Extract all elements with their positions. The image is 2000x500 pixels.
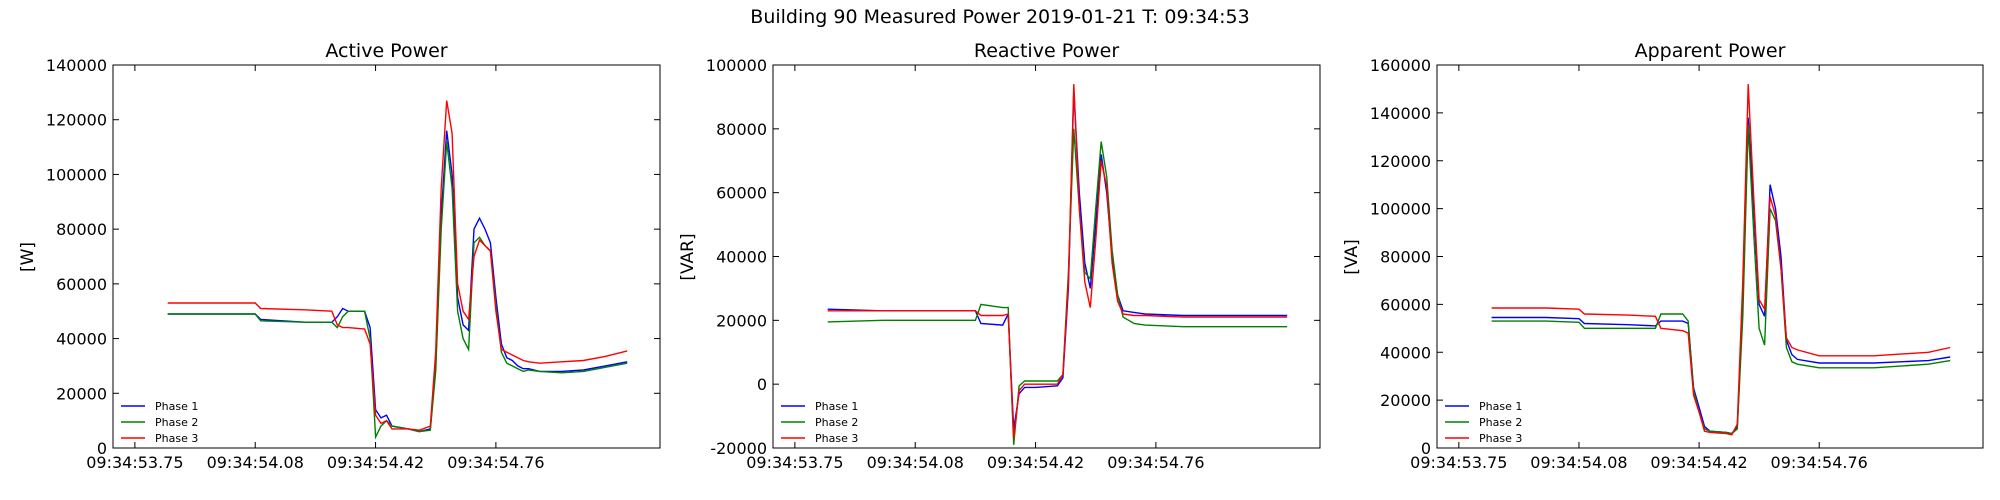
x-tick-label: 09:34:54.08 (207, 453, 304, 472)
panel-title: Active Power (325, 40, 447, 62)
y-tick-label: 140000 (1370, 104, 1431, 123)
y-tick-label: 0 (97, 439, 107, 458)
y-tick-label: 60000 (56, 275, 107, 294)
series-line-phase-2 (827, 128, 1288, 445)
y-tick-label: 20000 (1380, 391, 1431, 410)
y-tick-label: 80000 (1380, 248, 1431, 267)
y-tick-label: 40000 (1380, 343, 1431, 362)
y-tick-label: 160000 (1370, 56, 1431, 75)
y-axis-label: [VA] (1342, 239, 1362, 274)
x-tick-label: 09:34:53.75 (746, 453, 843, 472)
series-line-phase-3 (167, 100, 628, 431)
y-tick-label: 100000 (706, 56, 767, 75)
x-tick-label: 09:34:54.76 (447, 453, 544, 472)
y-tick-label: 140000 (46, 56, 107, 75)
plot-frame (1436, 64, 1984, 449)
y-tick-label: 80000 (56, 220, 107, 239)
panel-title: Reactive Power (974, 40, 1119, 62)
legend-label-phase-2: Phase 2 (155, 416, 198, 429)
legend-label-phase-1: Phase 1 (155, 400, 198, 413)
panel-title: Apparent Power (1635, 40, 1786, 62)
x-tick-label: 09:34:54.42 (987, 453, 1084, 472)
series-line-phase-2 (1491, 124, 1951, 435)
x-tick-label: 09:34:54.08 (1530, 453, 1627, 472)
plot-frame (772, 64, 1321, 449)
x-tick-label: 09:34:53.75 (86, 453, 183, 472)
legend-label-phase-2: Phase 2 (815, 416, 858, 429)
series-line-phase-3 (827, 84, 1288, 439)
legend-label-phase-1: Phase 1 (815, 400, 858, 413)
legend-label-phase-1: Phase 1 (1479, 400, 1522, 413)
legend-label-phase-2: Phase 2 (1479, 416, 1522, 429)
chart-reactive-power: -20000 0 20000 40000 60000 80000 100000 09:34:5… (678, 40, 1321, 472)
series-line-phase-1 (167, 130, 628, 433)
series-line-phase-1 (827, 90, 1288, 430)
y-tick-label: 20000 (56, 384, 107, 403)
x-tick-label: 09:34:53.75 (1410, 453, 1507, 472)
chart-apparent-power: 0 20000 40000 60000 80000 100000 120000 140000 1… (1342, 40, 1984, 472)
x-tick-label: 09:34:54.42 (1650, 453, 1747, 472)
x-tick-label: 09:34:54.08 (867, 453, 964, 472)
x-tick-label: 09:34:54.42 (327, 453, 424, 472)
series-line-phase-3 (1491, 84, 1951, 436)
y-tick-label: 20000 (716, 311, 767, 330)
y-axis-label: [VAR] (678, 233, 698, 280)
y-tick-label: 0 (757, 375, 767, 394)
y-tick-label: 0 (1421, 439, 1431, 458)
y-tick-label: 60000 (1380, 295, 1431, 314)
y-tick-label: 120000 (46, 111, 107, 130)
y-tick-label: 120000 (1370, 152, 1431, 171)
series-line-phase-2 (167, 141, 628, 440)
plot-frame (112, 64, 661, 449)
legend-label-phase-3: Phase 3 (815, 432, 858, 445)
y-tick-label: -20000 (710, 439, 767, 458)
y-tick-label: 60000 (716, 184, 767, 203)
figure-title: Building 90 Measured Power 2019-01-21 T:… (750, 6, 1250, 28)
y-tick-label: 100000 (1370, 200, 1431, 219)
legend-label-phase-3: Phase 3 (1479, 432, 1522, 445)
x-tick-label: 09:34:54.76 (1771, 453, 1868, 472)
y-tick-label: 80000 (716, 120, 767, 139)
legend-label-phase-3: Phase 3 (155, 432, 198, 445)
x-tick-label: 09:34:54.76 (1107, 453, 1204, 472)
y-tick-label: 40000 (56, 330, 107, 349)
y-tick-label: 40000 (716, 248, 767, 267)
y-axis-label: [W] (18, 242, 38, 272)
series-line-phase-1 (1491, 117, 1951, 435)
y-tick-label: 100000 (46, 165, 107, 184)
chart-active-power: 0 20000 40000 60000 80000 100000 120000 140000 0… (18, 40, 661, 472)
